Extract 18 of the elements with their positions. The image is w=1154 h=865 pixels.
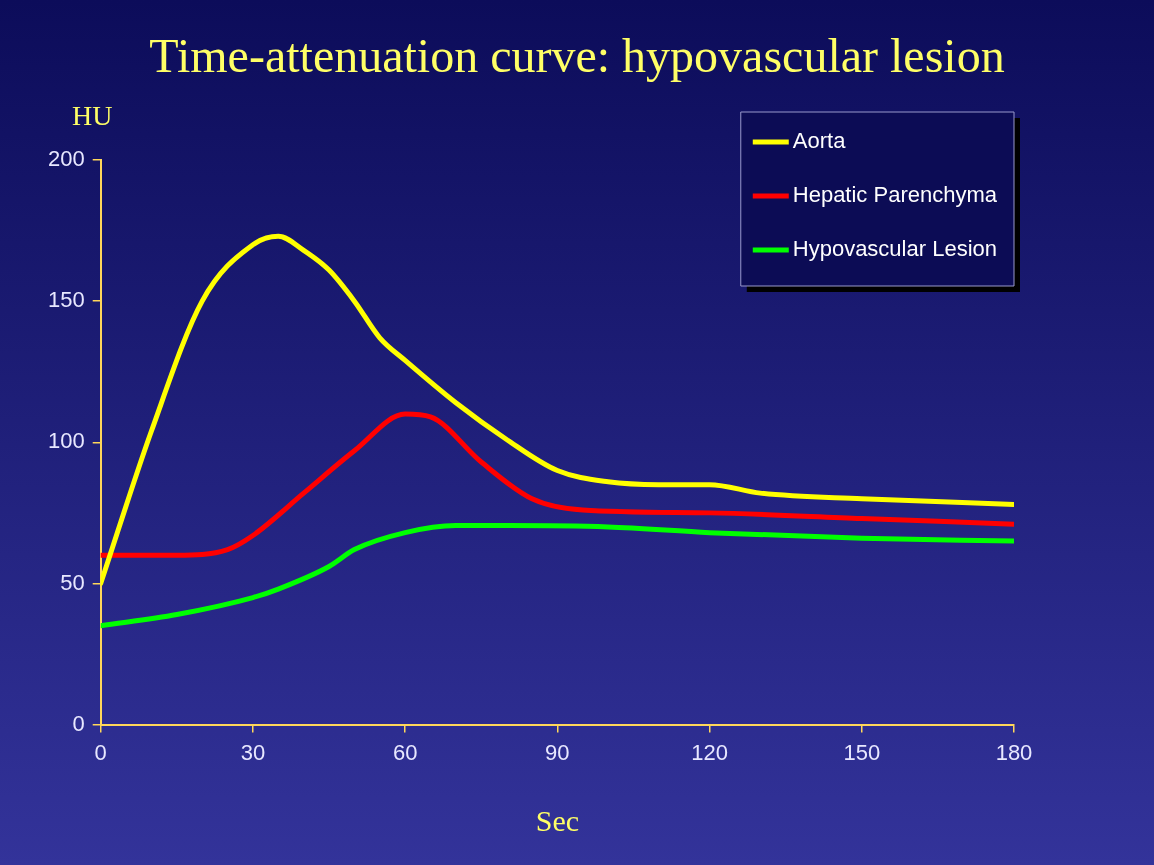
y-tick-label: 0: [72, 710, 85, 736]
legend-label: Hypovascular Lesion: [792, 236, 998, 262]
y-tick-label: 150: [47, 287, 85, 313]
x-tick-label: 180: [995, 739, 1033, 765]
x-tick-label: 0: [94, 739, 107, 765]
x-axis-title: Sec: [535, 803, 580, 837]
legend-label: Hepatic Parenchyma: [792, 182, 998, 208]
legend-label: Aorta: [792, 128, 847, 154]
y-tick-label: 200: [47, 146, 85, 172]
x-tick-label: 120: [691, 739, 728, 765]
y-tick-label: 100: [47, 428, 85, 454]
y-tick-label: 50: [60, 569, 85, 595]
x-tick-label: 60: [392, 739, 418, 765]
chart-title: Time-attenuation curve: hypovascular lesion: [148, 28, 1006, 83]
x-tick-label: 30: [240, 739, 266, 765]
x-tick-label: 90: [545, 739, 570, 765]
x-tick-label: 150: [843, 739, 881, 765]
y-axis-title: HU: [72, 100, 113, 132]
